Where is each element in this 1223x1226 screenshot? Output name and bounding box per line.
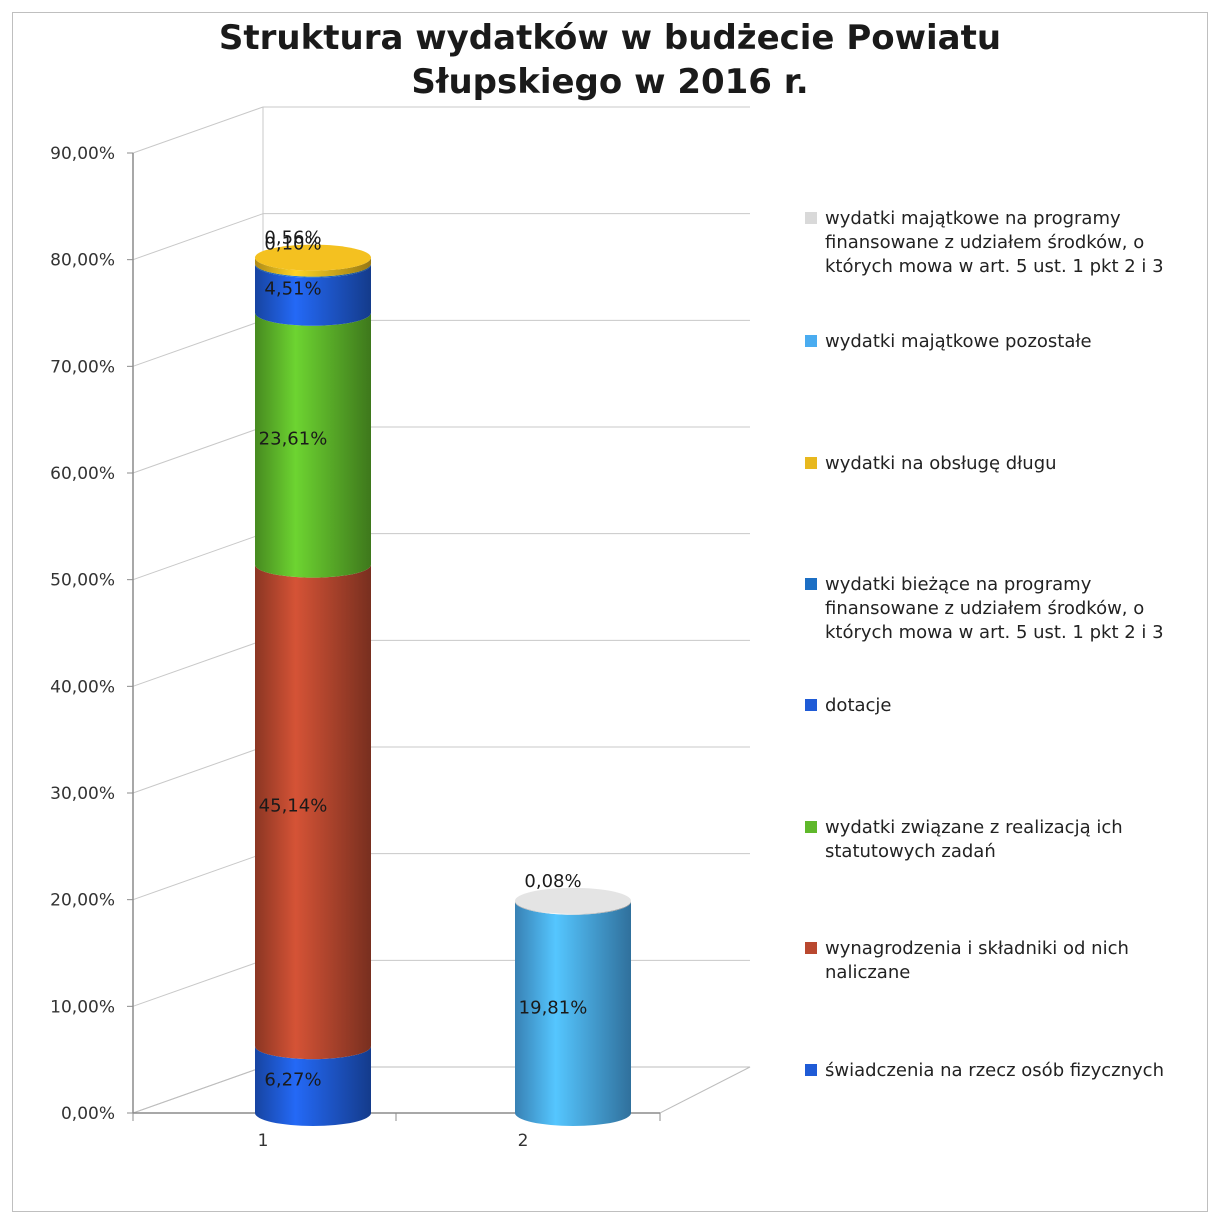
legend-item-swiadczenia: świadczenia na rzecz osób fizycznych <box>805 1059 1195 1083</box>
legend-label: wydatki majątkowe na programy finansowan… <box>825 208 1164 277</box>
data-label: 6,27% <box>264 1070 321 1091</box>
bar-segment <box>255 1046 371 1126</box>
legend-label: wydatki na obsługę długu <box>825 453 1057 474</box>
y-tick-label: 40,00% <box>50 677 115 697</box>
legend-item-obsluga-dlugu: wydatki na obsługę długu <box>805 452 1195 476</box>
legend-swatch <box>805 335 817 347</box>
y-tick-label: 0,00% <box>61 1104 115 1124</box>
gridline-diagonal <box>132 426 264 474</box>
chart-title-line-2: Słupskiego w 2016 r. <box>411 62 809 102</box>
legend-swatch <box>805 1064 817 1076</box>
legend-swatch <box>805 457 817 469</box>
bar-top-cap <box>515 887 631 914</box>
legend-label: świadczenia na rzecz osób fizycznych <box>825 1060 1164 1081</box>
y-tick-label: 10,00% <box>50 997 115 1017</box>
legend-label: wydatki majątkowe pozostałe <box>825 331 1092 352</box>
chart-title-line-1: Struktura wydatków w budżecie Powiatu <box>218 18 1002 58</box>
legend-label: wynagrodzenia i składniki od nich nalicz… <box>825 938 1129 983</box>
legend-swatch <box>805 699 817 711</box>
legend-item-dotacje: dotacje <box>805 694 1195 718</box>
y-tick-label: 20,00% <box>50 891 115 911</box>
data-label: 45,14% <box>259 795 328 816</box>
data-label: 23,61% <box>259 429 328 450</box>
legend-label: wydatki związane z realizacją ich statut… <box>825 817 1123 862</box>
y-tick-label: 70,00% <box>50 357 115 377</box>
x-tick-label: 2 <box>518 1131 529 1151</box>
legend-item-majatkowe-pozostale: wydatki majątkowe pozostałe <box>805 330 1195 354</box>
data-label: 19,81% <box>519 997 588 1018</box>
y-tick-label: 80,00% <box>50 251 115 271</box>
legend-item-wynagrodzenia: wynagrodzenia i składniki od nich nalicz… <box>805 937 1195 985</box>
legend-swatch <box>805 821 817 833</box>
data-label: 4,51% <box>264 279 321 300</box>
legend-swatch <box>805 578 817 590</box>
bar-segment <box>255 564 371 1060</box>
y-tick-label: 60,00% <box>50 464 115 484</box>
gridline-diagonal <box>132 853 264 901</box>
x-tick-label: 1 <box>258 1131 269 1151</box>
legend-label: wydatki bieżące na programy finansowane … <box>825 574 1164 643</box>
chart-legend: wydatki majątkowe na programy finansowan… <box>805 0 1205 1226</box>
legend-item-biezace-programy: wydatki bieżące na programy finansowane … <box>805 573 1195 645</box>
bar-top-cap <box>255 244 371 271</box>
data-label: 0,10% <box>264 234 321 255</box>
gridline-diagonal <box>132 213 264 261</box>
bar-segment <box>255 257 371 277</box>
gridline-diagonal <box>132 319 264 367</box>
gridline-diagonal <box>132 639 264 687</box>
legend-item-majatkowe-programy: wydatki majątkowe na programy finansowan… <box>805 207 1195 279</box>
legend-swatch <box>805 212 817 224</box>
bar-segment <box>255 312 371 578</box>
legend-label: dotacje <box>825 695 892 716</box>
legend-swatch <box>805 942 817 954</box>
gridline-diagonal <box>132 106 264 154</box>
floor <box>132 1066 751 1114</box>
data-label: 0,08% <box>524 871 581 892</box>
chart-frame <box>12 12 1208 1212</box>
data-label: 0,56% <box>264 228 321 249</box>
bar-segment <box>515 901 631 1126</box>
y-tick-label: 30,00% <box>50 784 115 804</box>
gridline-diagonal <box>132 746 264 794</box>
y-tick-label: 50,00% <box>50 571 115 591</box>
legend-item-statutowe: wydatki związane z realizacją ich statut… <box>805 816 1195 864</box>
gridline-diagonal <box>132 533 264 581</box>
bar-segment <box>255 264 371 326</box>
y-tick-label: 90,00% <box>50 144 115 164</box>
gridline-diagonal <box>132 959 264 1007</box>
